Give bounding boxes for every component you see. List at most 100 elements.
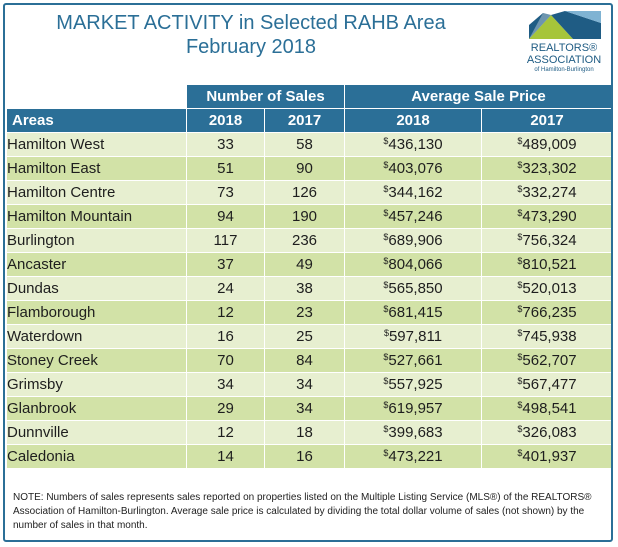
cell-area: Flamborough <box>6 300 187 325</box>
table-row: Flamborough 12 23 $681,415 $766,235 <box>6 300 611 325</box>
cell-sales-2018: 16 <box>186 324 265 349</box>
table-body: Hamilton West 33 58 $436,130 $489,009 Hamilto… <box>6 132 611 469</box>
currency-symbol: $ <box>383 376 389 386</box>
price-value: 489,009 <box>522 136 577 153</box>
cell-sales-2017: 38 <box>264 276 345 301</box>
price-value: 766,235 <box>522 304 577 321</box>
cell-price-2017: $473,290 <box>481 204 611 229</box>
cell-sales-2018: 34 <box>186 372 265 397</box>
cell-sales-2018: 73 <box>186 180 265 205</box>
currency-symbol: $ <box>517 304 523 314</box>
cell-price-2018: $565,850 <box>344 276 482 301</box>
cell-area: Hamilton Mountain <box>6 204 187 229</box>
cell-price-2018: $399,683 <box>344 420 482 445</box>
cell-price-2018: $403,076 <box>344 156 482 181</box>
column-header-price-2017: 2017 <box>481 108 611 133</box>
cell-price-2017: $489,009 <box>481 132 611 157</box>
price-value: 756,324 <box>522 232 577 249</box>
report-title: MARKET ACTIVITY in Selected RAHB Area Fe… <box>5 11 497 59</box>
currency-symbol: $ <box>517 400 523 410</box>
currency-symbol: $ <box>383 160 389 170</box>
cell-sales-2017: 18 <box>264 420 345 445</box>
footnote: NOTE: Numbers of sales represents sales … <box>13 492 592 531</box>
cell-sales-2018: 24 <box>186 276 265 301</box>
price-value: 597,811 <box>388 328 443 345</box>
cell-sales-2018: 12 <box>186 420 265 445</box>
price-value: 557,925 <box>388 376 443 393</box>
cell-price-2017: $498,541 <box>481 396 611 421</box>
column-header-sales-2018: 2018 <box>186 108 265 133</box>
group-header-average-sale-price: Average Sale Price <box>344 84 611 109</box>
currency-symbol: $ <box>517 280 523 290</box>
house-roof-logo-icon <box>529 11 601 39</box>
price-value: 804,066 <box>388 256 443 273</box>
cell-area: Caledonia <box>6 444 187 469</box>
cell-price-2017: $810,521 <box>481 252 611 277</box>
currency-symbol: $ <box>517 256 523 266</box>
cell-sales-2017: 16 <box>264 444 345 469</box>
column-header-areas: Areas <box>6 108 187 133</box>
currency-symbol: $ <box>383 424 389 434</box>
price-value: 520,013 <box>522 280 577 297</box>
cell-area: Stoney Creek <box>6 348 187 373</box>
table-row: Waterdown 16 25 $597,811 $745,938 <box>6 324 611 349</box>
currency-symbol: $ <box>383 352 389 362</box>
currency-symbol: $ <box>517 184 523 194</box>
cell-sales-2017: 126 <box>264 180 345 205</box>
price-value: 567,477 <box>522 376 577 393</box>
price-value: 562,707 <box>522 352 577 369</box>
table-row: Glanbrook 29 34 $619,957 $498,541 <box>6 396 611 421</box>
cell-price-2017: $401,937 <box>481 444 611 469</box>
cell-sales-2018: 94 <box>186 204 265 229</box>
currency-symbol: $ <box>517 376 523 386</box>
cell-sales-2018: 14 <box>186 444 265 469</box>
cell-area: Hamilton East <box>6 156 187 181</box>
market-activity-table: Number of Sales Average Sale Price Areas… <box>6 84 611 469</box>
cell-area: Ancaster <box>6 252 187 277</box>
price-value: 810,521 <box>522 256 577 273</box>
currency-symbol: $ <box>383 328 389 338</box>
currency-symbol: $ <box>383 184 389 194</box>
currency-symbol: $ <box>383 304 389 314</box>
logo-text-realtors: REALTORS® <box>530 42 598 54</box>
cell-sales-2017: 84 <box>264 348 345 373</box>
cell-price-2017: $562,707 <box>481 348 611 373</box>
cell-price-2017: $520,013 <box>481 276 611 301</box>
cell-sales-2018: 33 <box>186 132 265 157</box>
table-row: Hamilton Centre 73 126 $344,162 $332,274 <box>6 180 611 205</box>
cell-price-2017: $332,274 <box>481 180 611 205</box>
currency-symbol: $ <box>383 136 389 146</box>
table-row: Dunnville 12 18 $399,683 $326,083 <box>6 420 611 445</box>
currency-symbol: $ <box>517 160 523 170</box>
cell-price-2017: $567,477 <box>481 372 611 397</box>
table-row: Grimsby 34 34 $557,925 $567,477 <box>6 372 611 397</box>
cell-sales-2017: 49 <box>264 252 345 277</box>
cell-sales-2017: 58 <box>264 132 345 157</box>
cell-sales-2017: 90 <box>264 156 345 181</box>
price-value: 565,850 <box>388 280 443 297</box>
table-row: Dundas 24 38 $565,850 $520,013 <box>6 276 611 301</box>
cell-price-2017: $326,083 <box>481 420 611 445</box>
cell-price-2017: $766,235 <box>481 300 611 325</box>
price-value: 332,274 <box>522 184 577 201</box>
cell-area: Grimsby <box>6 372 187 397</box>
currency-symbol: $ <box>383 232 389 242</box>
report-title-line2: February 2018 <box>185 36 317 58</box>
price-value: 498,541 <box>522 400 577 417</box>
price-value: 527,661 <box>388 352 443 369</box>
column-header-sales-2017: 2017 <box>264 108 345 133</box>
cell-sales-2017: 25 <box>264 324 345 349</box>
cell-area: Dundas <box>6 276 187 301</box>
cell-price-2018: $689,906 <box>344 228 482 253</box>
cell-area: Burlington <box>6 228 187 253</box>
cell-price-2018: $457,246 <box>344 204 482 229</box>
table-corner-blank <box>6 84 187 109</box>
cell-area: Waterdown <box>6 324 187 349</box>
cell-sales-2017: 34 <box>264 396 345 421</box>
price-value: 681,415 <box>388 304 443 321</box>
cell-sales-2017: 190 <box>264 204 345 229</box>
cell-sales-2018: 51 <box>186 156 265 181</box>
price-value: 457,246 <box>388 208 443 225</box>
cell-area: Hamilton West <box>6 132 187 157</box>
cell-area: Glanbrook <box>6 396 187 421</box>
